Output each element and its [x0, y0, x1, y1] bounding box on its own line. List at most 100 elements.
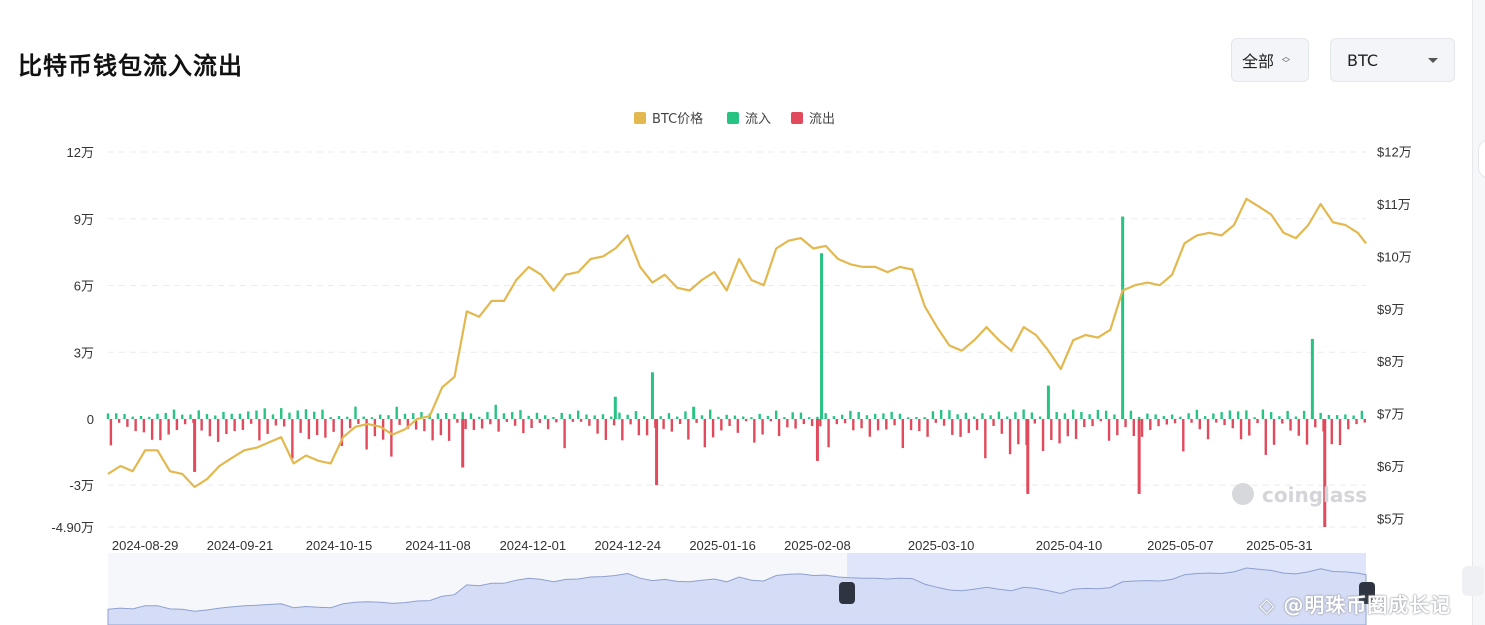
coin-select-value: BTC [1347, 50, 1378, 70]
inflow-bar [469, 413, 473, 419]
inflow-bar [362, 416, 365, 419]
sort-updown-icon: ︿ ﹀ [1282, 52, 1291, 68]
inflow-bar [387, 415, 390, 419]
inflow-bar [271, 414, 275, 419]
inflow-bar [675, 416, 679, 419]
outflow-bar [489, 419, 492, 425]
outflow-bar [678, 419, 682, 425]
outflow-bar [1182, 419, 1185, 452]
coin-select[interactable]: BTC [1330, 38, 1455, 82]
outflow-bar [266, 419, 269, 434]
outflow-bar [1355, 419, 1358, 425]
inflow-bar [873, 413, 877, 419]
outflow-bar [711, 419, 715, 438]
inflow-bar [1278, 416, 1281, 419]
inflow-bar [997, 411, 1001, 419]
x-tick-label: 2025-03-10 [908, 538, 975, 553]
inflow-bar [1220, 412, 1223, 419]
outflow-bar [1058, 419, 1061, 444]
inflow-bar [329, 417, 332, 419]
outflow-bar [1297, 419, 1300, 436]
y-left-tick-label: -4.90万 [51, 520, 94, 535]
outflow-bar [843, 419, 847, 424]
outflow-bar [975, 419, 979, 431]
outflow-bar [233, 419, 236, 432]
outflow-bar [348, 419, 352, 429]
inflow-bar [1319, 412, 1322, 419]
inflow-bar [436, 413, 440, 419]
inflow-bar [403, 413, 407, 419]
inflow-spike-bar [1121, 216, 1125, 419]
inflow-bar [981, 413, 984, 419]
inflow-spike-bar [692, 406, 696, 419]
outflow-bar [1132, 419, 1135, 437]
inflow-bar [1113, 414, 1116, 419]
range-select[interactable]: 全部 ︿ ﹀ [1231, 38, 1309, 82]
outflow-bar [373, 419, 377, 437]
inflow-bar [1228, 410, 1232, 419]
inflow-bar [148, 416, 151, 419]
side-panel-toggle[interactable] [1478, 140, 1485, 178]
outflow-bar [249, 419, 253, 424]
outflow-bar [365, 419, 368, 450]
outflow-spike-bar [655, 419, 659, 486]
outflow-bar [1099, 419, 1103, 422]
inflow-bar [445, 412, 448, 419]
outflow-bar [1107, 419, 1111, 441]
inflow-bar [667, 413, 671, 419]
outflow-bar [761, 419, 764, 435]
inflow-bar [502, 413, 506, 419]
outflow-spike-bar [1137, 419, 1141, 494]
outflow-bar [992, 419, 995, 426]
inflow-bar [898, 413, 902, 419]
inflow-bar [1162, 416, 1166, 419]
inflow-bar [865, 415, 869, 419]
outflow-bar [505, 419, 509, 422]
outflow-bar [736, 419, 740, 433]
inflow-bar [1179, 416, 1182, 419]
outflow-bar [225, 419, 228, 435]
outflow-bar [1149, 419, 1152, 430]
outflow-bar [423, 419, 426, 432]
outflow-bar [695, 419, 698, 423]
outflow-bar [885, 419, 888, 430]
inflow-bar [379, 414, 382, 419]
y-right-tick-label: $5万 [1377, 511, 1404, 526]
outflow-bar [579, 419, 583, 422]
outflow-bar [447, 419, 451, 441]
outflow-bar [612, 419, 616, 426]
inflow-bar [131, 416, 134, 419]
outflow-bar [637, 419, 641, 436]
page-scrollbar[interactable] [1472, 0, 1485, 625]
inflow-bar [255, 410, 258, 419]
inflow-bar [791, 412, 794, 419]
outflow-bar [588, 419, 591, 426]
outflow-bar [951, 419, 954, 435]
outflow-bar [299, 419, 302, 433]
outflow-bar [439, 419, 443, 436]
inflow-bar [1187, 413, 1190, 419]
feedback-icon[interactable] [1462, 566, 1484, 596]
outflow-bar [1008, 419, 1012, 455]
inflow-bar [642, 416, 646, 419]
outflow-bar [1157, 419, 1160, 427]
inflow-bar [948, 410, 951, 419]
y-left-tick-label: 6万 [74, 279, 94, 294]
outflow-bar [645, 419, 649, 436]
outflow-bar [810, 419, 814, 427]
inflow-bar [1071, 409, 1075, 419]
outflow-bar [1347, 419, 1350, 430]
outflow-bar [852, 419, 855, 431]
outflow-bar [786, 419, 789, 428]
inflow-bar [263, 408, 266, 419]
outflow-bar [530, 419, 533, 429]
inflow-bar [1170, 414, 1174, 419]
inflow-bar [849, 410, 852, 419]
outflow-spike-bar [461, 419, 465, 468]
outflow-bar [777, 419, 781, 437]
outflow-bar [134, 419, 137, 432]
outflow-bar [876, 419, 880, 431]
inflow-bar [1203, 416, 1207, 419]
chevron-down-icon [1428, 58, 1438, 63]
legend-swatch [727, 112, 739, 124]
